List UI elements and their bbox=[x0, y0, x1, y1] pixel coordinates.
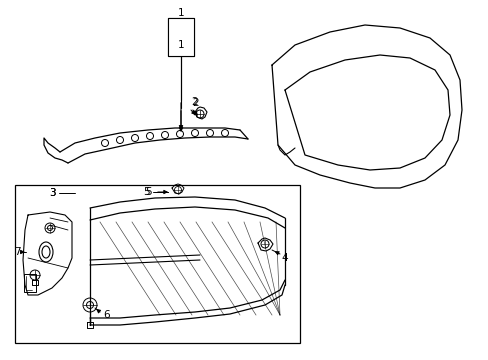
Text: 5: 5 bbox=[142, 187, 149, 197]
Text: 2: 2 bbox=[192, 98, 198, 108]
Text: 3: 3 bbox=[49, 188, 55, 198]
Text: 1: 1 bbox=[177, 40, 184, 50]
Bar bbox=[15, 185, 299, 343]
Text: 2: 2 bbox=[191, 97, 197, 107]
Text: 7: 7 bbox=[14, 247, 20, 257]
Text: 4: 4 bbox=[281, 253, 287, 263]
Text: 3: 3 bbox=[49, 188, 55, 198]
Text: 1: 1 bbox=[177, 8, 184, 18]
Bar bbox=[24, 274, 36, 292]
Bar bbox=[168, 18, 194, 56]
Text: 6: 6 bbox=[103, 310, 109, 320]
Text: 5: 5 bbox=[144, 187, 151, 197]
Bar bbox=[168, 18, 194, 56]
